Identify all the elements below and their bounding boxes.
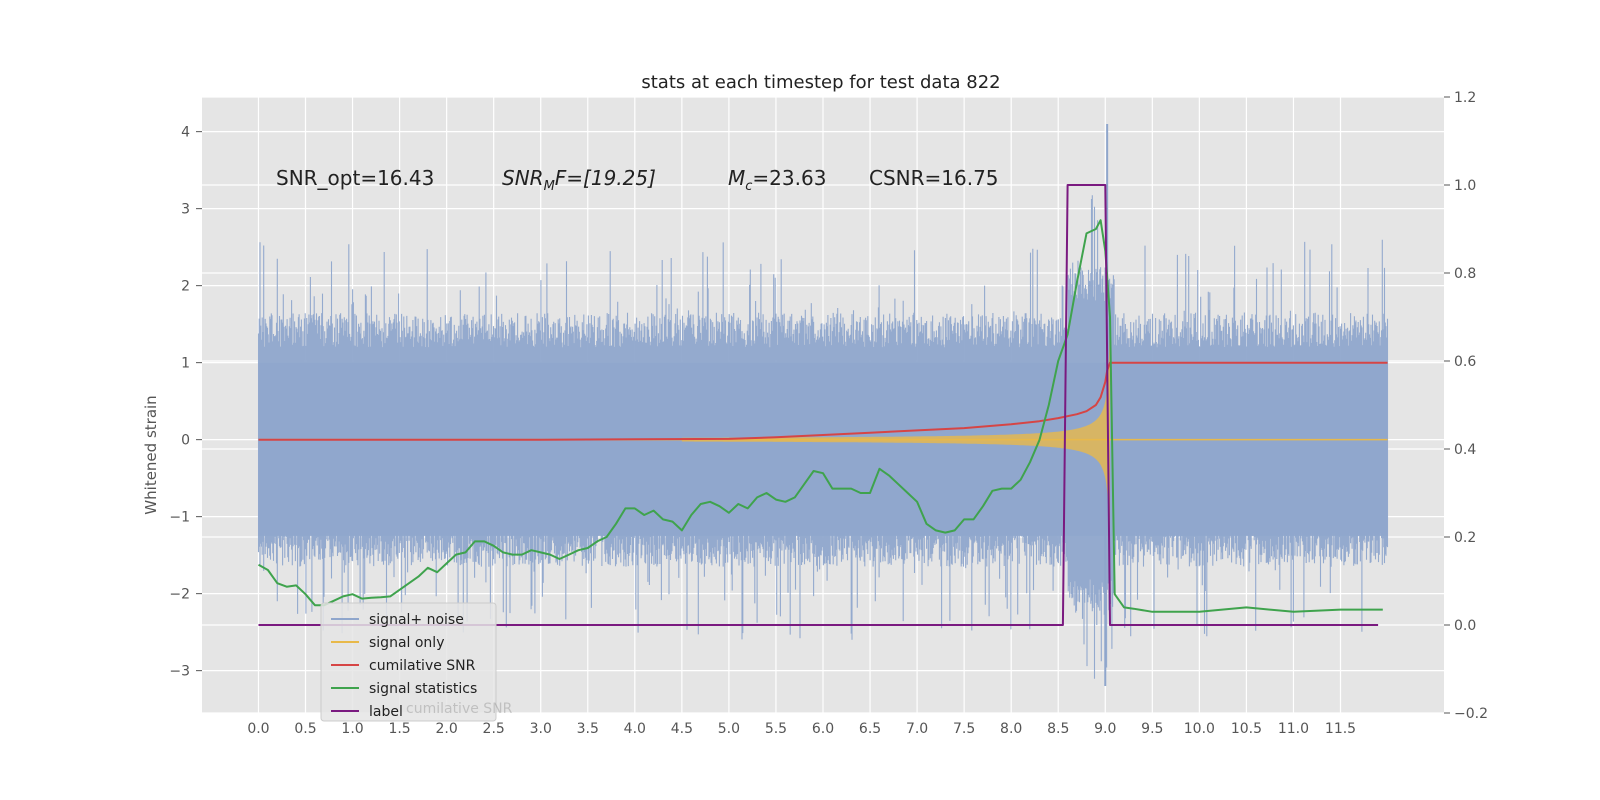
- legend-label: signal statistics: [369, 681, 477, 697]
- y2-tick-label: 0.4: [1454, 442, 1476, 458]
- y-tick-label: 1: [181, 356, 190, 372]
- y2-tick-label: 1.0: [1454, 178, 1476, 194]
- x-tick-label: 3.0: [530, 721, 552, 737]
- legend-label: signal only: [369, 635, 444, 651]
- x-tick-label: 1.0: [341, 721, 363, 737]
- y2-tick-label: 0.0: [1454, 618, 1476, 634]
- x-tick-label: 8.5: [1047, 721, 1069, 737]
- x-axis-ticks: 0.0 0.5 1.0 1.5 2.0 2.5 3.0 3.5 4.0 4.5 5.0 5.5 6.0 6…: [247, 721, 1356, 737]
- x-tick-label: 9.0: [1094, 721, 1116, 737]
- y2-tick-label: 0.8: [1454, 266, 1476, 282]
- y2-tick-label: 0.6: [1454, 354, 1476, 370]
- legend-items: signal+ noise signal only cumilative SNR si…: [331, 612, 477, 720]
- x-tick-label: 5.5: [765, 721, 787, 737]
- y2-tick-label: 0.2: [1454, 530, 1476, 546]
- legend-label: label: [369, 704, 403, 720]
- x-tick-label: 10.0: [1184, 721, 1215, 737]
- x-tick-label: 6.0: [812, 721, 834, 737]
- y-axis-label: Whitened strain: [142, 395, 160, 514]
- x-tick-label: 8.0: [1000, 721, 1022, 737]
- x-tick-label: 7.0: [906, 721, 928, 737]
- x-tick-label: 5.0: [718, 721, 740, 737]
- y-tick-label: −2: [169, 587, 190, 603]
- annotation-snr-opt: SNR_opt=16.43: [276, 166, 434, 190]
- x-tick-label: 1.5: [388, 721, 410, 737]
- x-tick-label: 4.5: [671, 721, 693, 737]
- annotations: SNR_opt=16.43 SNRMF=[19.25] Mc=23.63 CSN…: [276, 166, 999, 194]
- x-tick-label: 6.5: [859, 721, 881, 737]
- x-tick-label: 11.5: [1325, 721, 1356, 737]
- legend-label: cumilative SNR: [369, 658, 476, 674]
- x-tick-label: 11.0: [1278, 721, 1309, 737]
- annotation-csnr: CSNR=16.75: [869, 166, 999, 190]
- x-tick-label: 0.0: [247, 721, 269, 737]
- legend-ghost-text: cumilative SNR: [406, 701, 513, 717]
- y-tick-label: 4: [181, 125, 190, 141]
- series-signal-noise: [257, 123, 1389, 687]
- legend-label: signal+ noise: [369, 612, 464, 628]
- annotation-chirp-mass: Mc=23.63: [728, 166, 826, 194]
- annotation-snr-mf: SNRMF=[19.25]: [502, 166, 656, 194]
- x-tick-label: 7.5: [953, 721, 975, 737]
- x-tick-label: 3.5: [577, 721, 599, 737]
- legend-box: [320, 602, 497, 722]
- x-tick-label: 2.0: [436, 721, 458, 737]
- chart-title: stats at each timestep for test data 822: [641, 72, 1000, 93]
- y2-axis-ticks: −0.2 0.0 0.2 0.4 0.6 0.8 1.0 1.2: [1444, 90, 1488, 722]
- series-signal-statistics: [258, 219, 1383, 613]
- y2-tick-label: −0.2: [1454, 706, 1488, 722]
- y2-tick-label: 1.2: [1454, 90, 1476, 106]
- y-axis-ticks: −3 −2 −1 0 1 2 3 4: [169, 125, 202, 680]
- signal-noise-core: [258, 362, 1388, 536]
- x-tick-label: 9.5: [1141, 721, 1163, 737]
- y-tick-label: −1: [169, 510, 190, 526]
- y-tick-label: 2: [181, 279, 190, 295]
- series-label: [258, 184, 1379, 626]
- data-layer: [257, 123, 1389, 687]
- y-tick-label: 3: [181, 202, 190, 218]
- x-tick-label: 0.5: [294, 721, 316, 737]
- y-tick-label: 0: [181, 433, 190, 449]
- x-tick-label: 2.5: [483, 721, 505, 737]
- y-tick-label: −3: [169, 664, 190, 680]
- x-tick-label: 10.5: [1231, 721, 1262, 737]
- x-tick-label: 4.0: [624, 721, 646, 737]
- legend: cumilative SNR signal+ noise signal only c…: [320, 602, 513, 722]
